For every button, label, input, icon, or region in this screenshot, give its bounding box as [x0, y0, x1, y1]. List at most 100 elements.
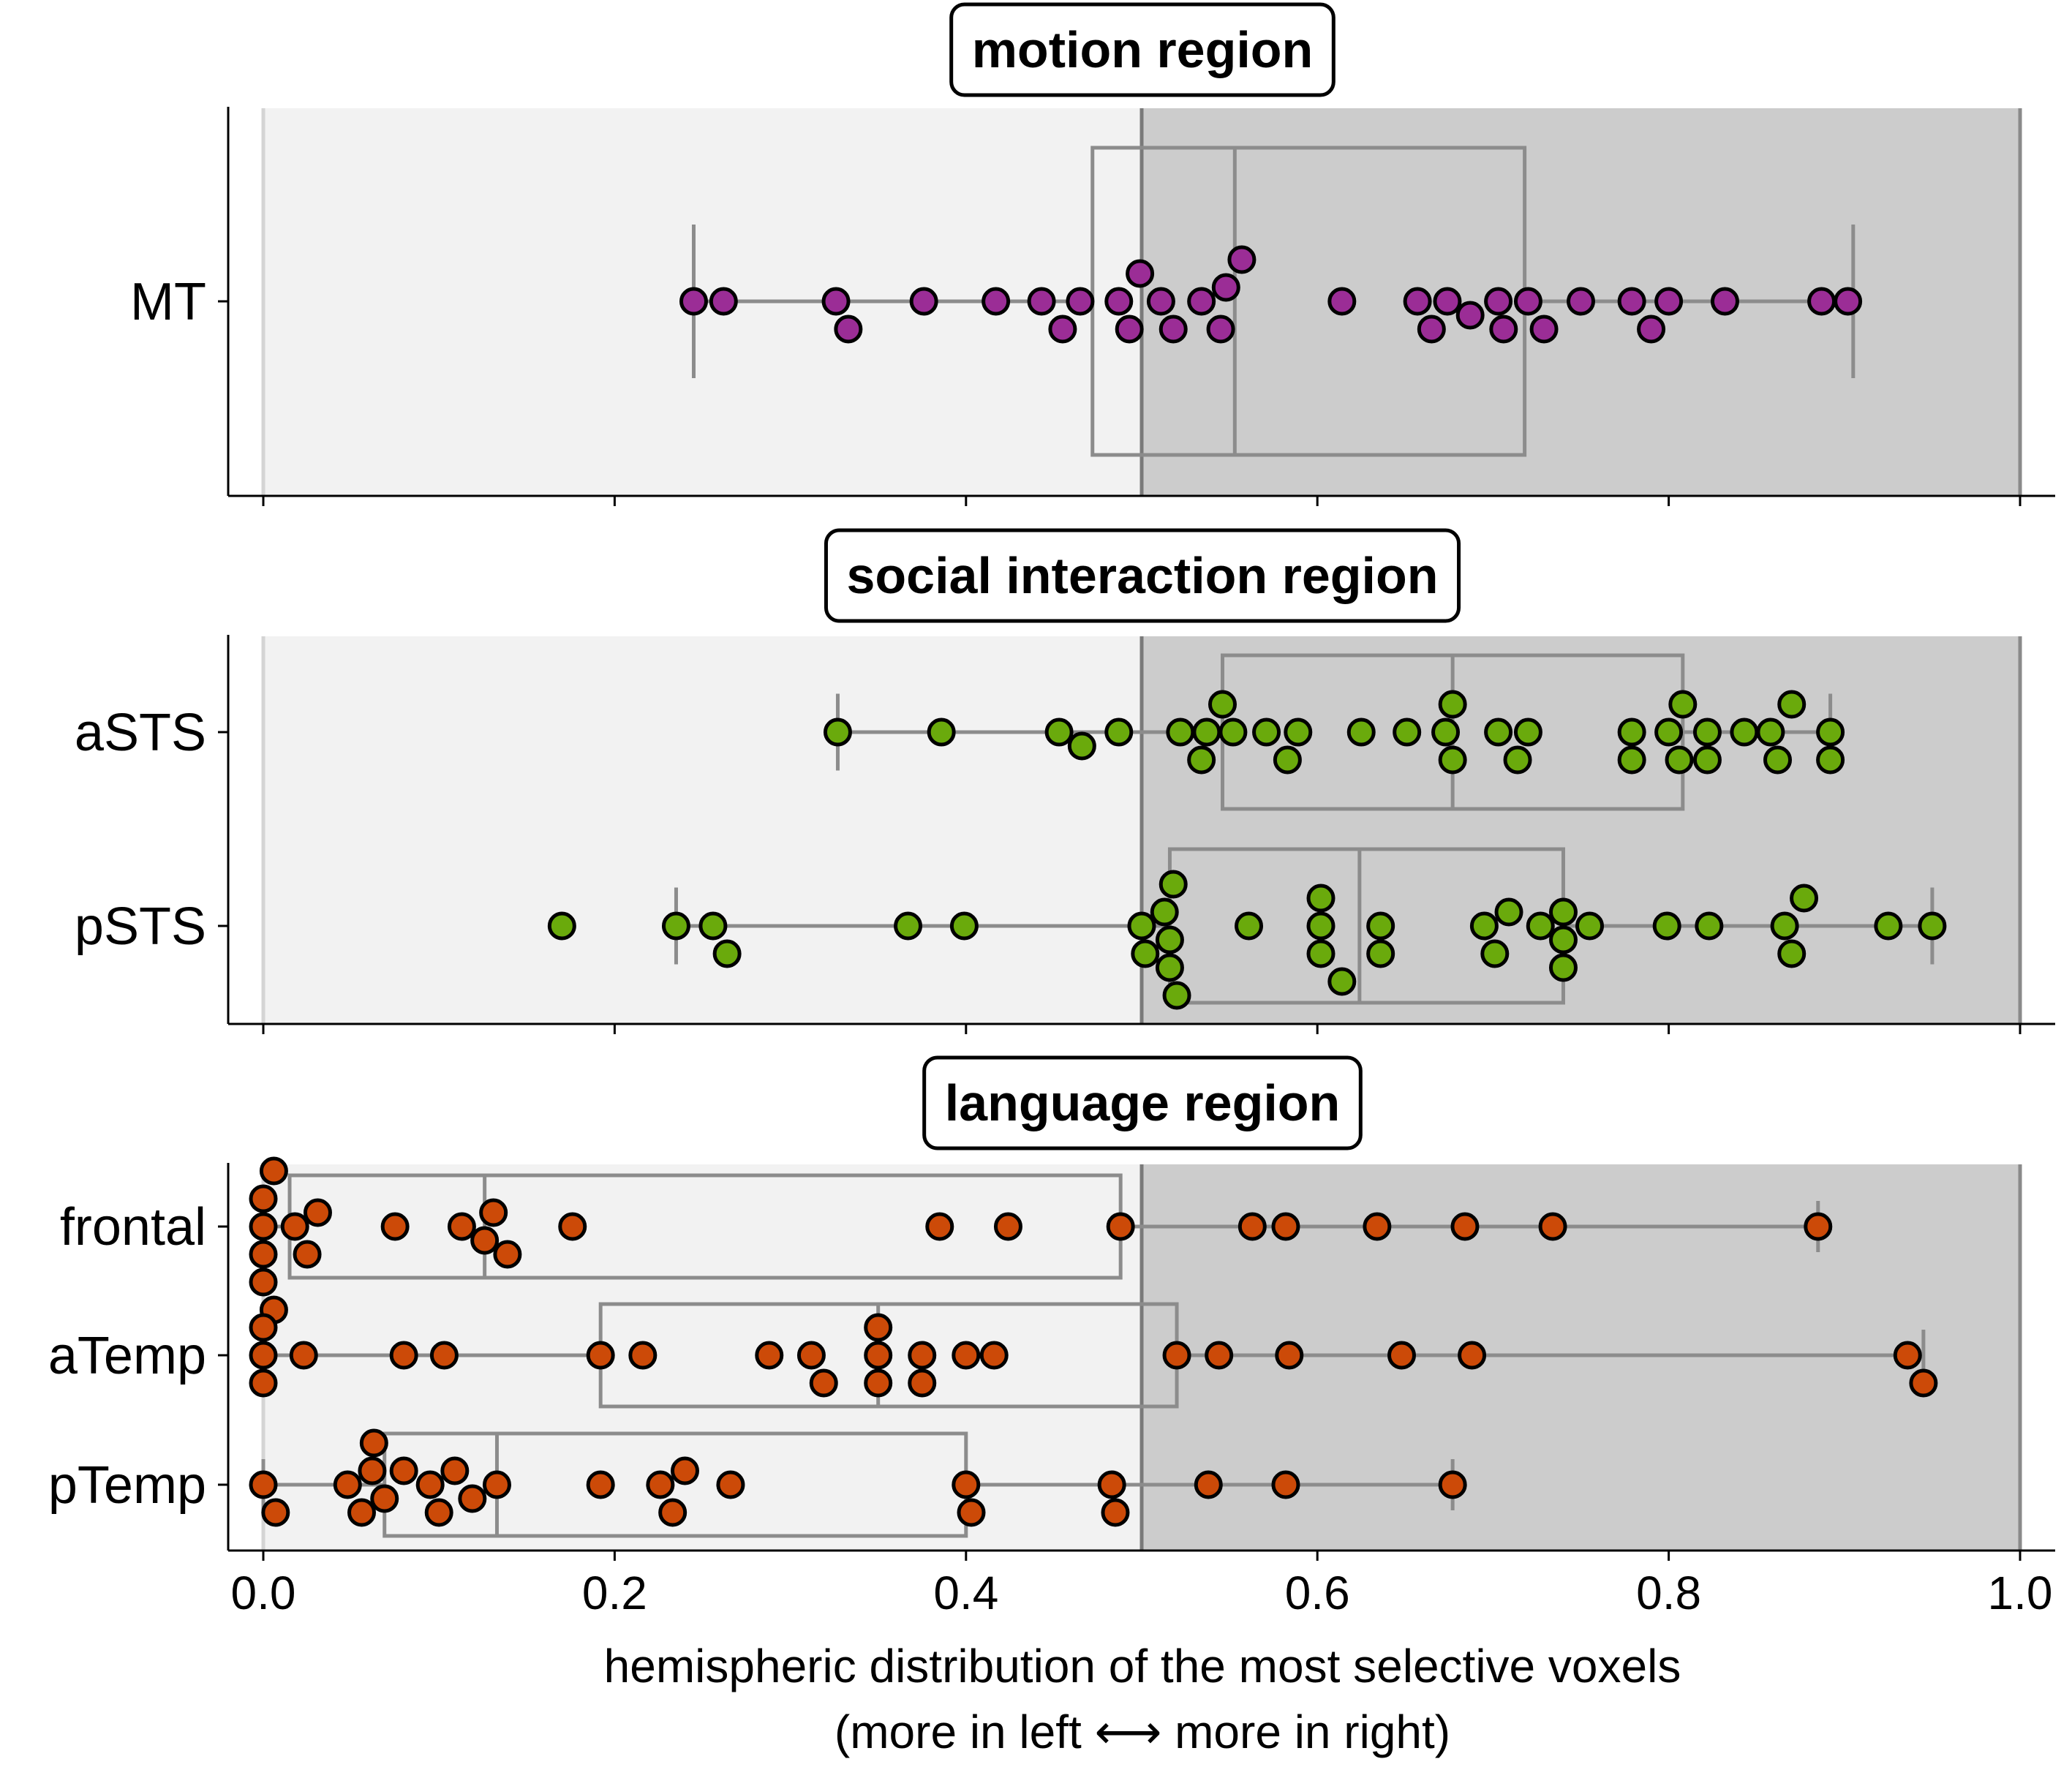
- data-point: [558, 1212, 587, 1241]
- category-label: frontal: [60, 1198, 206, 1257]
- data-point: [1538, 1212, 1567, 1241]
- data-point: [1654, 717, 1684, 747]
- data-point: [482, 1470, 511, 1499]
- category-pSTS: pSTS: [75, 847, 1947, 1010]
- data-point: [1433, 287, 1462, 316]
- data-point: [646, 1470, 675, 1499]
- data-point: [864, 1313, 893, 1342]
- data-point: [712, 939, 742, 968]
- data-point: [1494, 897, 1523, 927]
- data-point: [1206, 314, 1235, 344]
- data-point: [333, 1470, 362, 1499]
- data-point: [952, 1341, 981, 1370]
- data-point: [259, 1156, 288, 1186]
- data-point: [1756, 717, 1785, 747]
- data-point: [1548, 925, 1578, 954]
- data-point: [1777, 939, 1807, 968]
- data-point: [1306, 939, 1336, 968]
- data-point: [823, 717, 852, 747]
- left-hemisphere-shading: [263, 636, 1142, 1024]
- data-point: [1162, 1341, 1191, 1370]
- data-point: [834, 314, 863, 344]
- data-point: [925, 1212, 954, 1241]
- data-point: [1438, 745, 1467, 775]
- data-point: [493, 1240, 522, 1269]
- data-point: [1450, 1212, 1480, 1241]
- data-point: [380, 1212, 410, 1241]
- data-point: [249, 1267, 278, 1297]
- data-point: [670, 1456, 699, 1485]
- data-point: [1617, 717, 1646, 747]
- data-point: [1237, 1212, 1267, 1241]
- data-point: [952, 1470, 981, 1499]
- data-point: [1393, 717, 1422, 747]
- data-point: [586, 1341, 615, 1370]
- data-point: [1044, 717, 1074, 747]
- data-point: [1366, 939, 1395, 968]
- data-point: [1187, 745, 1216, 775]
- data-point: [1770, 911, 1799, 941]
- panel-title-box: [949, 2, 1336, 97]
- data-point: [1692, 717, 1722, 747]
- data-point: [864, 1368, 893, 1398]
- data-point: [1654, 287, 1684, 316]
- data-point: [755, 1341, 784, 1370]
- data-point: [1159, 870, 1188, 899]
- data-point: [1790, 884, 1819, 913]
- category-label: MT: [130, 273, 206, 331]
- category-MT: MT: [130, 146, 1863, 457]
- data-point: [1273, 745, 1302, 775]
- panel-title-box: [922, 1055, 1363, 1150]
- data-point: [1155, 925, 1184, 954]
- data-point: [1162, 981, 1191, 1010]
- data-point: [547, 911, 576, 941]
- data-point: [1513, 287, 1542, 316]
- data-point: [1271, 1212, 1300, 1241]
- data-point: [458, 1484, 487, 1513]
- x-tick-label: 0.0: [231, 1567, 296, 1619]
- data-point: [982, 287, 1011, 316]
- data-point: [1893, 1341, 1922, 1370]
- data-point: [1227, 245, 1257, 274]
- data-point: [358, 1456, 387, 1485]
- data-point: [1730, 717, 1759, 747]
- data-point: [1526, 911, 1555, 941]
- data-point: [1194, 1470, 1223, 1499]
- data-point: [1567, 287, 1595, 316]
- data-point: [1438, 1470, 1467, 1499]
- data-point: [1155, 953, 1184, 982]
- data-point: [1097, 1470, 1126, 1499]
- data-point: [249, 1184, 278, 1213]
- data-point: [1665, 745, 1694, 775]
- data-point: [661, 911, 690, 941]
- data-point: [1503, 745, 1532, 775]
- data-point: [1807, 287, 1836, 316]
- data-point: [1431, 717, 1461, 747]
- data-point: [894, 911, 923, 941]
- data-point: [1438, 690, 1467, 719]
- data-point: [261, 1498, 290, 1527]
- data-point: [447, 1212, 476, 1241]
- panel-2: language region frontal aTemp pTemp: [48, 1055, 2055, 1561]
- right-hemisphere-shading: [1142, 636, 2020, 1024]
- data-point: [1363, 1212, 1392, 1241]
- data-point: [1131, 939, 1160, 968]
- data-point: [1115, 314, 1144, 344]
- data-point: [1218, 717, 1248, 747]
- data-point: [249, 1240, 278, 1269]
- data-point: [479, 1198, 508, 1227]
- data-point: [1306, 911, 1336, 941]
- category-label: pSTS: [75, 897, 206, 956]
- data-point: [1617, 745, 1646, 775]
- data-point: [1489, 314, 1518, 344]
- data-point: [389, 1341, 418, 1370]
- data-point: [249, 1470, 278, 1499]
- data-point: [1346, 717, 1376, 747]
- x-tick-label: 0.4: [933, 1567, 998, 1619]
- data-point: [1874, 911, 1903, 941]
- data-point: [1668, 690, 1698, 719]
- data-point: [1211, 273, 1240, 302]
- data-point: [1637, 314, 1666, 344]
- data-point: [1366, 911, 1395, 941]
- data-point: [1834, 287, 1863, 316]
